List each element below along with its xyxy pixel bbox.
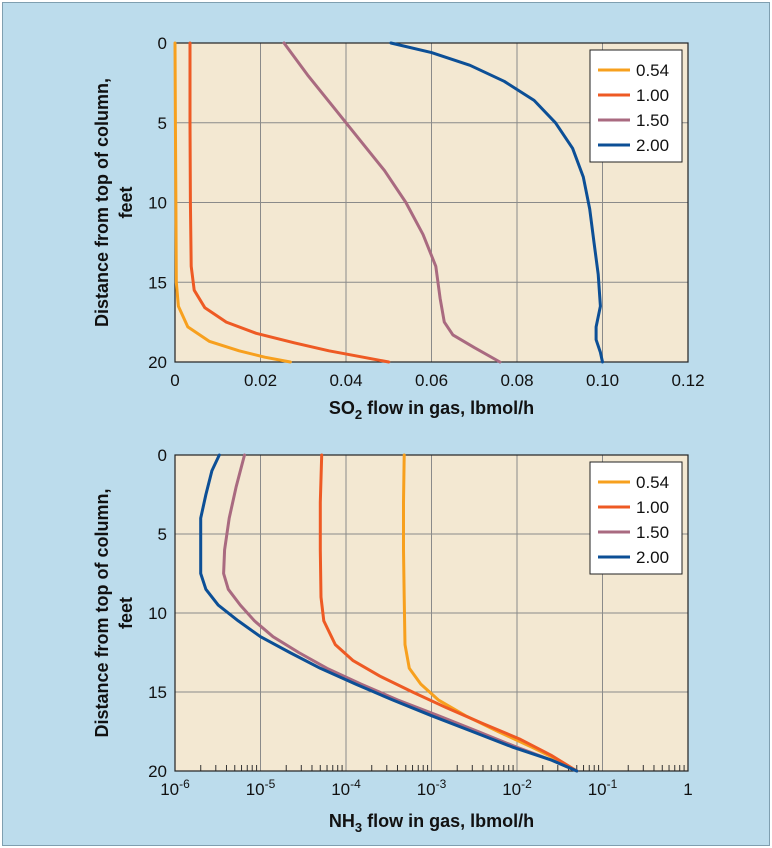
x-tick-label: 10-1 xyxy=(588,777,618,799)
y-axis-label-line1: Distance from top of column, xyxy=(92,78,112,327)
y-tick-label: 5 xyxy=(158,114,167,133)
series-line-1.50 xyxy=(222,453,579,773)
x-tick-label: 0.08 xyxy=(500,371,533,390)
y-tick-label: 0 xyxy=(158,446,167,465)
x-tick-label: 0.06 xyxy=(415,371,448,390)
legend: 0.54 1.00 1.50 2.00 xyxy=(589,461,683,575)
legend-label: 0.54 xyxy=(636,61,669,80)
x-tick-label: 10-4 xyxy=(331,777,361,799)
series-line-0.54 xyxy=(402,453,579,773)
y-axis-label-line1: Distance from top of column, xyxy=(92,488,112,737)
x-tick-label: 1 xyxy=(683,780,692,799)
y-tick-label: 5 xyxy=(158,525,167,544)
x-tick-label: 10-3 xyxy=(417,777,447,799)
series-line-2.00 xyxy=(389,41,604,364)
plot-border xyxy=(174,454,689,772)
x-axis-label: NH3 flow in gas, lbmol/h xyxy=(329,811,534,835)
y-axis-label-line2: feet xyxy=(116,186,136,218)
y-tick-label: 15 xyxy=(148,683,167,702)
legend: 0.54 1.00 1.50 2.00 xyxy=(589,49,683,163)
x-tick-label: 0.12 xyxy=(671,371,704,390)
series-line-1.00 xyxy=(188,41,391,364)
legend-label: 2.00 xyxy=(636,548,669,567)
x-tick-label: 0.04 xyxy=(329,371,362,390)
legend-label: 2.00 xyxy=(636,136,669,155)
y-tick-label: 10 xyxy=(148,604,167,623)
series-line-1.00 xyxy=(318,453,579,773)
x-tick-label: 10-2 xyxy=(502,777,532,799)
y-tick-label: 10 xyxy=(148,194,167,213)
y-tick-label: 15 xyxy=(148,273,167,292)
legend-label: 1.00 xyxy=(636,498,669,517)
x-tick-label: 0.02 xyxy=(244,371,277,390)
x-tick-label: 0 xyxy=(170,371,179,390)
y-tick-label: 20 xyxy=(148,353,167,372)
legend-label: 1.00 xyxy=(636,86,669,105)
x-tick-label: 0.10 xyxy=(586,371,619,390)
series-line-2.00 xyxy=(199,453,579,773)
legend-label: 1.50 xyxy=(636,523,669,542)
y-tick-label: 20 xyxy=(148,762,167,781)
x-tick-label: 10-5 xyxy=(246,777,276,799)
series-line-0.54 xyxy=(173,41,292,364)
legend-label: 0.54 xyxy=(636,473,669,492)
y-axis-label-line2: feet xyxy=(116,597,136,629)
legend-label: 1.50 xyxy=(636,111,669,130)
series-line-1.50 xyxy=(282,41,502,364)
y-tick-label: 0 xyxy=(158,34,167,53)
x-axis-label: SO2 flow in gas, lbmol/h xyxy=(329,398,534,422)
x-tick-label: 10-6 xyxy=(160,777,190,799)
